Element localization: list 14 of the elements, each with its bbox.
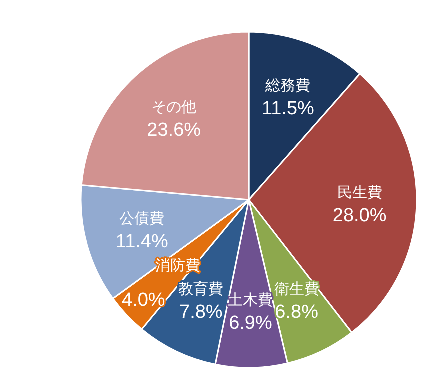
slice-label: 教育費 — [178, 281, 224, 298]
slice-label: 公債費 — [120, 210, 165, 228]
data-label: 11.4% — [116, 232, 168, 253]
data-label: 7.8% — [180, 302, 223, 324]
data-label: 11.5% — [262, 98, 315, 120]
data-label: 4.0% — [122, 290, 166, 311]
slice-label: 衛生費 — [274, 281, 320, 298]
data-label: 6.9% — [229, 312, 272, 334]
data-label: 6.8% — [275, 302, 319, 324]
data-label: 28.0% — [332, 205, 387, 226]
slice-label: 総務費 — [264, 77, 311, 94]
data-label: 23.6% — [147, 120, 202, 142]
slice-label: その他 — [152, 99, 197, 116]
slice-label: 民生費 — [337, 184, 382, 202]
